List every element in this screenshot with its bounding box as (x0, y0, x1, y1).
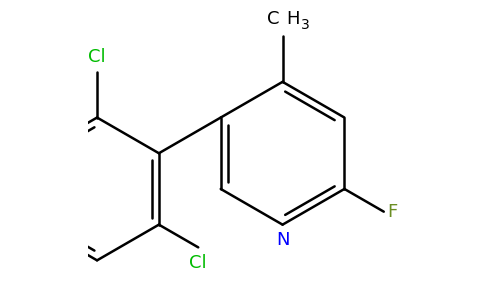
Text: F: F (387, 203, 397, 221)
Text: Cl: Cl (88, 48, 106, 66)
Text: Cl: Cl (189, 254, 207, 272)
Text: 3: 3 (302, 17, 310, 32)
Text: H: H (286, 10, 299, 28)
Text: N: N (276, 231, 289, 249)
Text: C: C (267, 10, 279, 28)
